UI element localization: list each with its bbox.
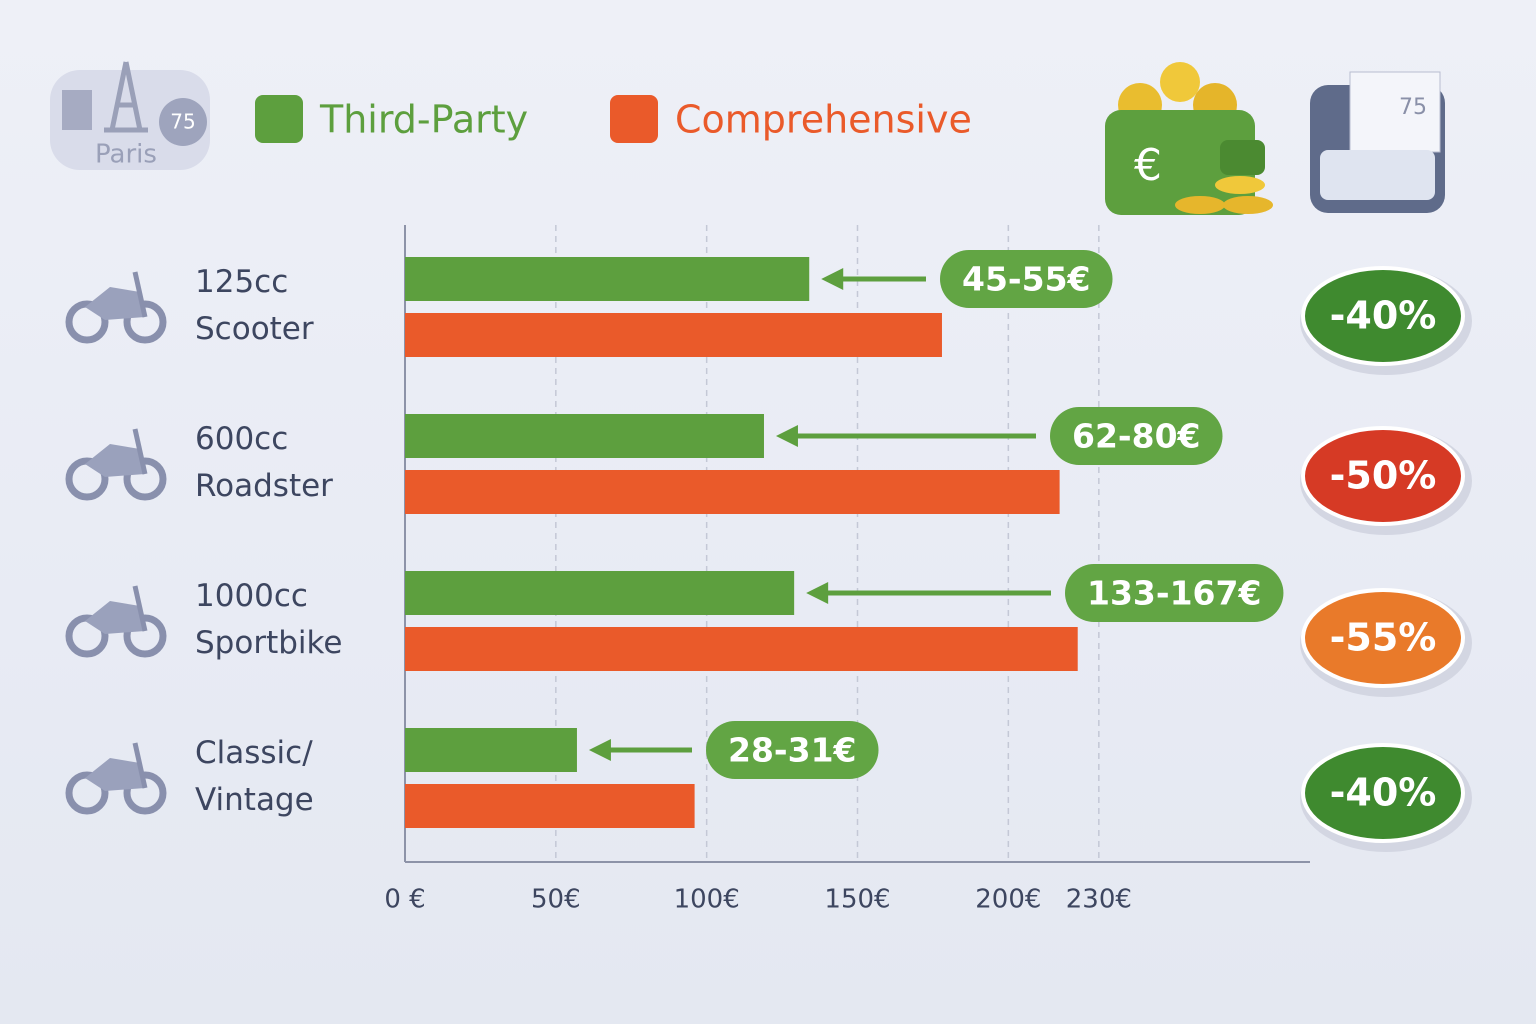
svg-text:€: € xyxy=(1134,140,1162,191)
annotation-label: 133-167€ xyxy=(1087,574,1261,613)
bike-icon xyxy=(65,457,109,501)
annotation-pill xyxy=(706,721,879,779)
bike-icon xyxy=(132,428,148,475)
x-tick-label: 230€ xyxy=(1066,885,1132,915)
legend-label: Third-Party xyxy=(319,98,528,142)
bike-icon xyxy=(85,601,145,634)
x-tick-label: 50€ xyxy=(531,885,581,915)
bar xyxy=(405,571,795,615)
bar xyxy=(405,728,577,772)
bike-icon xyxy=(123,614,167,658)
calculator-icon: 75 xyxy=(1310,71,1445,213)
receipt-label: 75 xyxy=(1399,95,1427,120)
bike-icon xyxy=(65,300,109,344)
x-tick-label: 100€ xyxy=(674,885,740,915)
bar xyxy=(405,313,942,357)
legend-swatch xyxy=(610,95,658,143)
badge xyxy=(1301,266,1465,366)
bar xyxy=(405,257,810,301)
annotation-pill xyxy=(940,250,1113,308)
annotation-pill xyxy=(1065,564,1284,622)
badge xyxy=(1301,588,1465,688)
bike-icon xyxy=(132,271,148,318)
annotation-arrow xyxy=(806,582,829,604)
bike-icon xyxy=(65,771,109,815)
bike-icon xyxy=(65,614,109,658)
category-label: 600cc Roadster xyxy=(195,421,333,504)
bike-icon xyxy=(123,300,167,344)
bike-icon xyxy=(123,771,167,815)
legend-label: Comprehensive xyxy=(675,98,972,142)
bike-icon xyxy=(132,742,148,789)
badge xyxy=(1301,743,1465,843)
bar xyxy=(405,414,764,458)
badge-label: -50% xyxy=(1330,454,1437,498)
bar xyxy=(405,470,1060,514)
annotation-label: 62-80€ xyxy=(1072,417,1201,456)
category-label: 125cc Scooter xyxy=(195,264,314,347)
bike-icon xyxy=(123,457,167,501)
paris-icon: 75 Paris xyxy=(50,61,210,170)
annotation-label: 45-55€ xyxy=(962,260,1091,299)
badge-label: -55% xyxy=(1330,616,1437,660)
x-tick-label: 0 € xyxy=(384,885,425,915)
x-tick-label: 200€ xyxy=(975,885,1041,915)
bar xyxy=(405,627,1078,671)
bike-icon xyxy=(85,444,145,477)
city-label: Paris xyxy=(95,140,157,170)
badge-label: -40% xyxy=(1330,771,1437,815)
annotation-arrow xyxy=(775,425,798,447)
bike-icon xyxy=(85,758,145,791)
annotation-label: 28-31€ xyxy=(728,731,857,770)
x-tick-label: 150€ xyxy=(824,885,890,915)
bike-icon xyxy=(132,585,148,632)
annotation-arrow xyxy=(588,739,611,761)
bar xyxy=(405,784,695,828)
category-label: 1000cc Sportbike xyxy=(195,578,343,661)
badge-label: -40% xyxy=(1330,294,1437,338)
category-label: Classic/ Vintage xyxy=(195,735,314,818)
annotation-pill xyxy=(1050,407,1223,465)
wallet-icon: € xyxy=(1105,62,1273,215)
annotation-arrow xyxy=(821,268,844,290)
legend-swatch xyxy=(255,95,303,143)
bike-icon xyxy=(85,287,145,320)
badge xyxy=(1301,426,1465,526)
district-label: 75 xyxy=(170,110,195,134)
